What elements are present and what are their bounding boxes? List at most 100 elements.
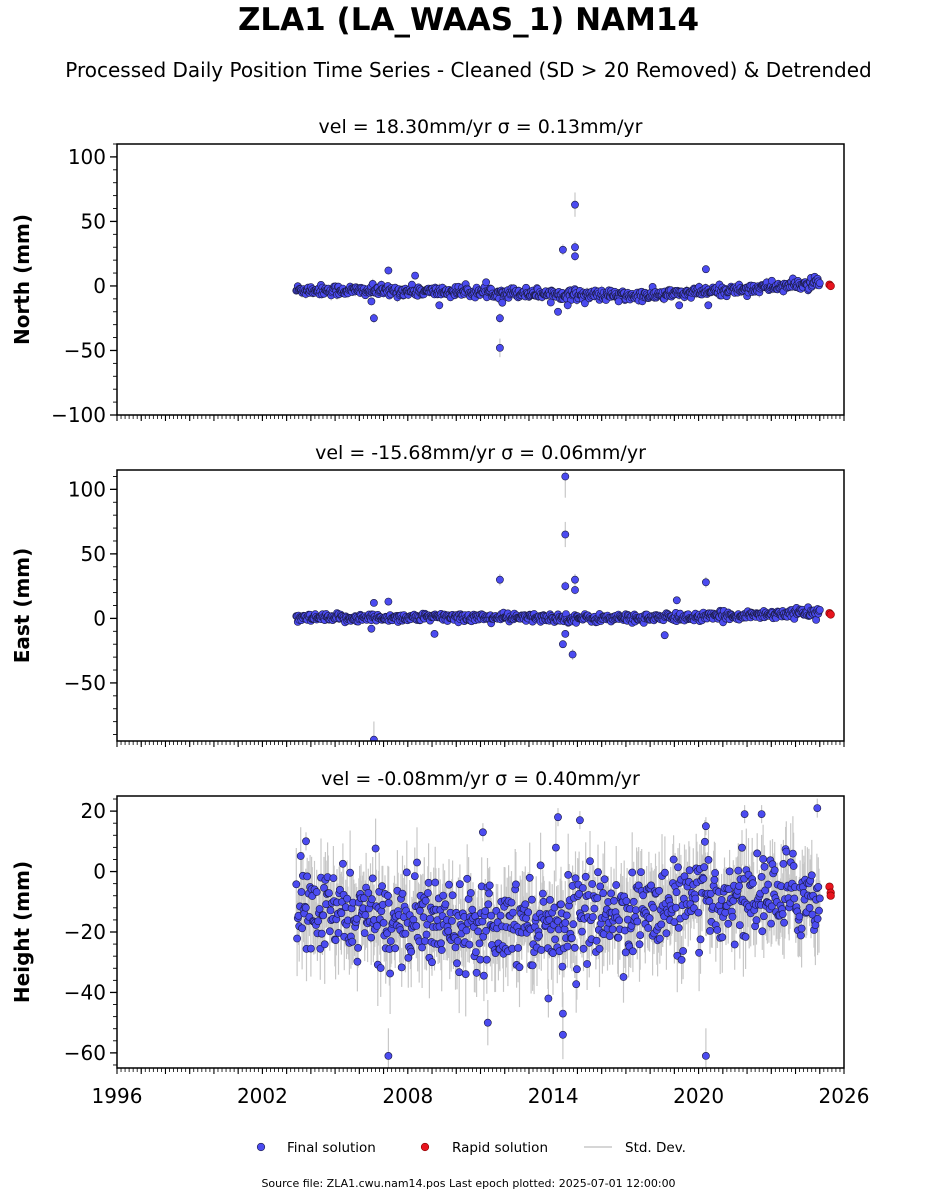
final-point — [814, 883, 823, 891]
final-point — [421, 896, 430, 905]
final-point — [563, 301, 572, 310]
final-point — [590, 904, 599, 913]
final-point — [578, 884, 587, 892]
north-rapid-points — [825, 280, 835, 291]
final-point — [702, 822, 710, 831]
final-point — [753, 849, 762, 858]
final-point — [411, 271, 419, 280]
final-point — [780, 918, 788, 927]
final-point — [571, 200, 579, 209]
final-point — [579, 944, 588, 953]
y-tick-label: −40 — [64, 980, 106, 1004]
y-tick-label: −60 — [64, 1041, 106, 1065]
height-y-axis-label: Height (mm) — [10, 861, 34, 1003]
final-point — [764, 880, 772, 889]
final-point — [583, 960, 591, 968]
final-point — [789, 862, 798, 870]
final-point — [445, 880, 453, 889]
final-point — [679, 947, 687, 955]
final-point — [528, 961, 537, 970]
final-point — [724, 919, 733, 928]
final-point — [495, 575, 504, 584]
final-point — [370, 735, 378, 741]
final-point — [592, 936, 601, 945]
final-point — [570, 943, 579, 952]
final-point — [677, 956, 686, 964]
final-point — [554, 813, 562, 822]
final-point — [614, 297, 623, 306]
final-point — [368, 874, 377, 883]
final-point — [615, 916, 623, 925]
final-point — [639, 891, 647, 900]
final-point — [671, 903, 680, 912]
final-point — [815, 894, 824, 903]
final-point — [562, 911, 571, 920]
height-rapid-points — [825, 882, 835, 900]
final-point — [757, 810, 766, 818]
final-point — [770, 866, 779, 875]
final-point — [561, 918, 570, 927]
final-point — [296, 852, 305, 860]
final-point — [369, 314, 378, 323]
final-point — [407, 947, 416, 956]
final-point — [711, 869, 719, 877]
final-point — [437, 946, 446, 954]
final-point — [546, 896, 554, 904]
final-point — [696, 935, 705, 944]
final-point — [685, 866, 694, 875]
north-plot-area — [292, 192, 835, 358]
y-tick-label: 0 — [93, 274, 106, 298]
final-point — [478, 828, 487, 837]
final-point — [568, 934, 576, 942]
final-point — [561, 582, 570, 590]
final-point — [483, 1018, 492, 1027]
final-point — [424, 878, 433, 887]
final-point — [815, 279, 824, 287]
final-point — [377, 907, 386, 916]
final-point — [694, 908, 703, 917]
final-point — [487, 911, 496, 920]
final-point — [386, 969, 394, 978]
final-point — [721, 908, 730, 917]
final-point — [660, 631, 669, 640]
final-point — [661, 868, 669, 877]
final-point — [293, 934, 301, 943]
final-point — [367, 297, 376, 306]
final-point — [741, 933, 750, 941]
final-point — [655, 934, 664, 943]
final-point — [571, 874, 580, 883]
final-point — [422, 930, 431, 939]
y-tick-label: −20 — [64, 920, 106, 944]
final-point — [605, 932, 614, 940]
final-point — [439, 891, 448, 900]
final-point — [725, 867, 734, 876]
east-plot-area — [292, 470, 835, 741]
final-point — [536, 861, 545, 870]
final-point — [569, 920, 578, 929]
final-point — [484, 900, 493, 909]
final-point — [524, 908, 533, 917]
final-point — [371, 844, 380, 853]
final-point — [325, 927, 334, 936]
final-point — [312, 888, 321, 896]
final-point — [635, 940, 644, 949]
final-point — [629, 947, 637, 956]
final-point — [538, 889, 547, 898]
final-point — [373, 922, 381, 930]
final-point — [326, 906, 335, 915]
final-point — [352, 914, 361, 923]
final-point — [628, 868, 637, 877]
final-point — [367, 933, 376, 942]
final-point — [546, 298, 555, 307]
final-point — [398, 889, 407, 898]
final-point — [718, 933, 727, 942]
final-point — [734, 866, 743, 875]
final-point — [757, 873, 766, 881]
final-point — [735, 882, 743, 890]
final-point — [455, 968, 464, 977]
final-point — [384, 899, 393, 907]
east-frame — [116, 469, 845, 742]
final-point — [672, 888, 681, 897]
final-point — [644, 924, 653, 932]
